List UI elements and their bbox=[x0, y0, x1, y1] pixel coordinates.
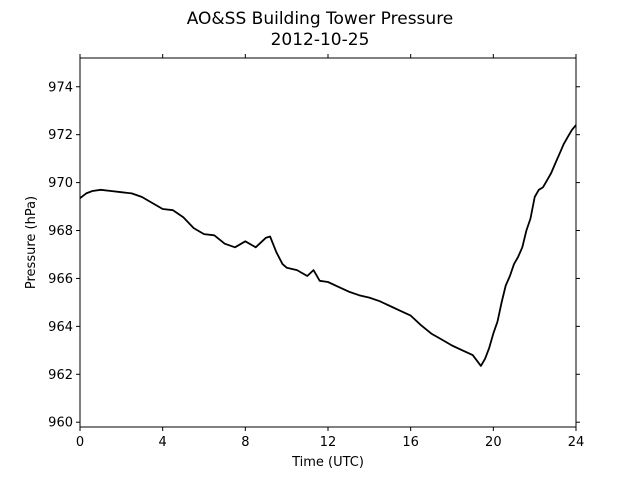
y-tick-label: 972 bbox=[48, 128, 73, 143]
x-tick-label: 4 bbox=[159, 435, 167, 450]
plot-area-frame bbox=[79, 57, 577, 428]
chart-title: AO&SS Building Tower Pressure bbox=[187, 9, 454, 29]
y-tick-label: 962 bbox=[48, 368, 73, 383]
y-axis-label: Pressure (hPa) bbox=[24, 196, 39, 289]
y-tick-label: 966 bbox=[48, 272, 73, 287]
y-axis-ticks: 960 962 964 966 968 970 972 974 bbox=[48, 80, 580, 431]
x-axis-label: Time (UTC) bbox=[291, 455, 364, 470]
x-tick-label: 8 bbox=[241, 435, 249, 450]
x-tick-label: 12 bbox=[320, 435, 337, 450]
y-tick-label: 960 bbox=[48, 416, 73, 431]
chart-subtitle: 2012-10-25 bbox=[271, 30, 370, 50]
y-tick-label: 970 bbox=[48, 176, 73, 191]
x-tick-label: 16 bbox=[402, 435, 419, 450]
x-tick-label: 20 bbox=[485, 435, 502, 450]
y-tick-label: 968 bbox=[48, 224, 73, 239]
x-tick-label: 0 bbox=[76, 435, 84, 450]
x-axis-ticks: 0 4 8 12 16 20 24 bbox=[76, 54, 584, 450]
x-tick-label: 24 bbox=[568, 435, 585, 450]
y-tick-label: 974 bbox=[48, 80, 73, 95]
y-tick-label: 964 bbox=[48, 320, 73, 335]
pressure-series-line bbox=[79, 124, 577, 367]
